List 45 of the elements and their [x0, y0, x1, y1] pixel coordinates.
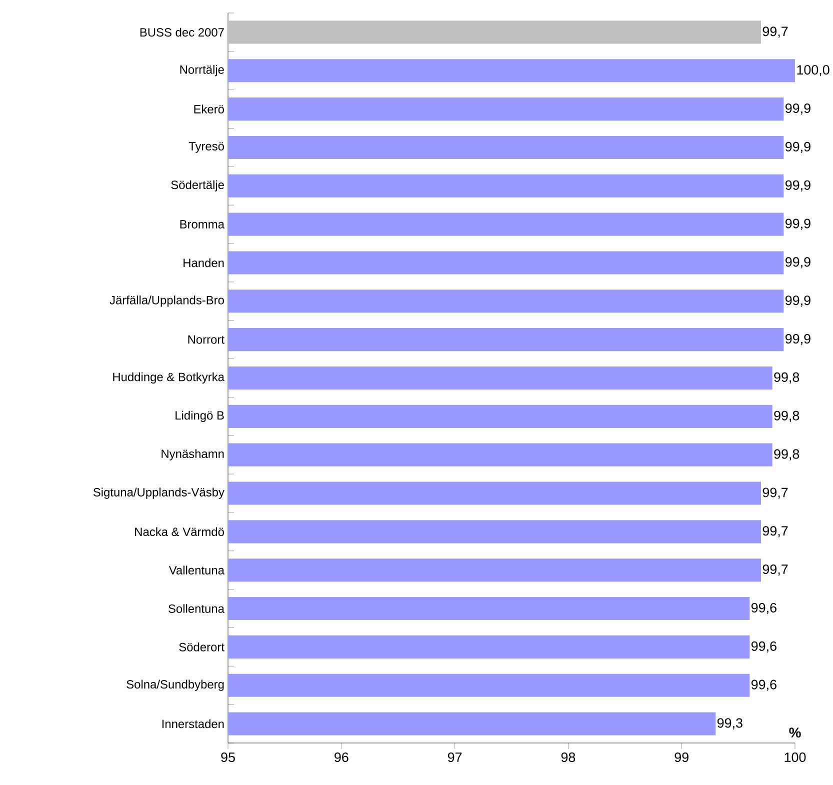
y-tick-label: Bromma: [180, 220, 224, 228]
x-tick-label: 95: [221, 752, 235, 762]
x-tick-label: 99: [674, 752, 688, 762]
data-label: 99,9: [785, 334, 810, 346]
data-label: 99,9: [785, 142, 810, 154]
y-tick-label: Huddinge & Botkyrka: [113, 372, 224, 384]
data-label: 99,9: [785, 257, 810, 268]
y-tick-label: Sollentuna: [168, 604, 224, 613]
x-tick-label: 97: [448, 752, 462, 762]
x-axis-title: %: [789, 728, 801, 738]
y-tick-label: BUSS dec 2007: [140, 28, 224, 37]
data-label: 99,9: [785, 180, 810, 192]
data-label: 99,7: [762, 526, 788, 538]
y-tick-label: Söderort: [179, 642, 224, 652]
y-tick-label: Sigtuna/Upplands-Väsby: [93, 488, 224, 499]
data-label: 99,7: [762, 564, 788, 576]
data-label: 99,6: [751, 641, 776, 652]
y-tick-label: Handen: [184, 258, 224, 268]
y-tick-label: Södertälje: [171, 180, 224, 192]
data-label: 99,8: [774, 410, 800, 422]
y-tick-label: Vallentuna: [168, 566, 224, 574]
y-tick-label: Norrort: [188, 335, 224, 344]
y-tick-label: Norrtälje: [180, 65, 224, 76]
data-label: 99,3: [717, 718, 742, 730]
data-label: 99,6: [751, 602, 776, 614]
data-label: 100,0: [797, 65, 830, 76]
y-tick-label: Lidingö B: [176, 410, 224, 422]
y-tick-label: Nynäshamn: [162, 449, 224, 460]
data-label: 99,8: [774, 372, 800, 384]
x-tick-label: 98: [561, 752, 576, 762]
data-label: 99,9: [785, 103, 810, 115]
data-label: 99,8: [774, 449, 800, 460]
data-label: 99,9: [785, 296, 810, 307]
y-tick-label: Innerstaden: [162, 719, 224, 728]
y-tick-label: Tyresö: [188, 142, 224, 153]
data-label: 99,7: [762, 26, 788, 38]
data-label: 99,9: [785, 218, 810, 230]
x-tick-label: 100: [784, 752, 806, 762]
data-label: 99,7: [762, 488, 788, 499]
y-tick-label: Järfälla/Upplands-Bro: [110, 296, 224, 307]
y-tick-label: Solna/Sundbyberg: [126, 680, 224, 691]
y-tick-label: Nacka & Värmdö: [135, 527, 224, 536]
data-label: 99,6: [751, 680, 776, 691]
y-tick-label: Ekerö: [194, 104, 224, 114]
x-tick-label: 96: [334, 752, 348, 762]
